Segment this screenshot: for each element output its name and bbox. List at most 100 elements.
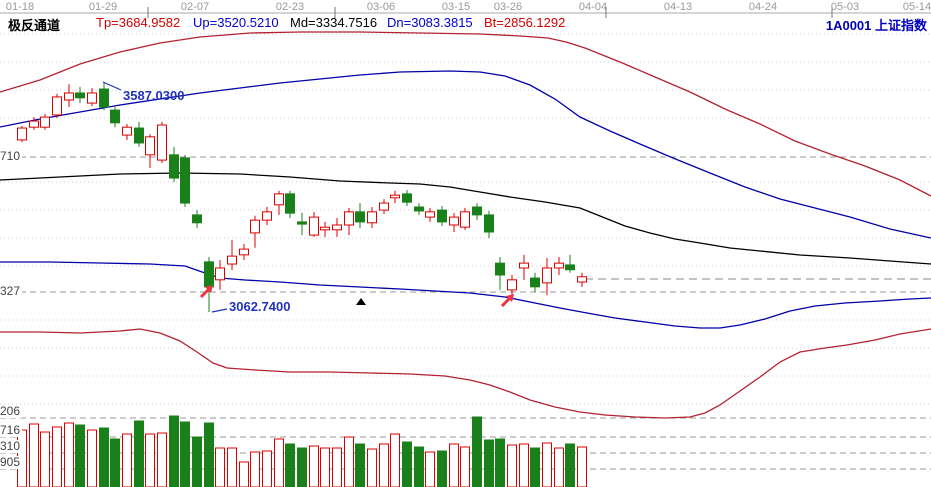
candlestick (110, 109, 120, 124)
top-axis-frame (0, 7, 931, 18)
candlestick (192, 214, 202, 224)
volume-bar (250, 451, 260, 487)
candlestick (64, 92, 74, 101)
candlestick (52, 96, 62, 116)
volume-bar (64, 422, 74, 487)
candlestick (332, 224, 342, 231)
volume-bar (29, 423, 39, 487)
candlestick (425, 211, 435, 218)
candlestick (344, 211, 354, 226)
volume-bar (554, 447, 564, 487)
candlestick (169, 154, 179, 179)
signal-arrow-icon (506, 294, 514, 302)
channel-line-dn (0, 261, 931, 329)
candlestick (204, 261, 214, 288)
candlestick (565, 264, 575, 271)
candlestick (40, 116, 50, 128)
volume-bar (460, 446, 470, 487)
volume-bar (134, 420, 144, 487)
volume-bar (367, 448, 377, 487)
candlestick (507, 279, 517, 291)
candlestick (519, 262, 529, 269)
candlestick (320, 226, 330, 231)
candlesticks-layer (17, 82, 587, 312)
annotation-markers-layer (102, 81, 514, 313)
volume-bar (565, 443, 575, 487)
candlestick (17, 127, 27, 141)
candlestick (239, 248, 249, 256)
volume-bars-layer (17, 415, 587, 487)
annotation-pointer-line (102, 81, 122, 91)
volume-bar (87, 429, 97, 487)
volume-bar (192, 436, 202, 487)
candlestick (262, 211, 272, 221)
volume-bar (495, 438, 505, 487)
volume-bar (99, 427, 109, 487)
volume-bar (40, 431, 50, 487)
volume-bar (262, 450, 272, 487)
candlestick (484, 214, 494, 233)
candlestick (309, 216, 319, 236)
volume-bar (437, 450, 447, 487)
candlestick (285, 193, 295, 214)
candlestick (449, 216, 459, 226)
volume-bar (519, 443, 529, 487)
annotation-pointer-line (211, 308, 228, 313)
volume-bar (402, 441, 412, 487)
candlestick (122, 126, 132, 136)
volume-bar (215, 447, 225, 487)
candlestick (379, 202, 389, 211)
volume-bar (145, 433, 155, 487)
volume-bar (577, 446, 587, 487)
candlestick (390, 194, 400, 199)
candlestick (542, 267, 552, 284)
candlestick (577, 276, 587, 283)
channel-line-md (0, 172, 931, 265)
volume-bar (274, 438, 284, 487)
candlestick (297, 221, 307, 225)
candlestick (554, 262, 564, 269)
volume-bar (484, 439, 494, 487)
channel-line-bt (0, 328, 931, 419)
candlestick (180, 157, 190, 204)
symbol-label: 1A0001 上证指数 (825, 18, 927, 33)
candlestick (87, 92, 97, 104)
candlestick (495, 262, 505, 276)
candlestick (460, 211, 470, 228)
candlestick (134, 127, 144, 144)
volume-bar (52, 426, 62, 487)
volume-bar (75, 424, 85, 487)
candlestick (99, 88, 109, 108)
candlestick (402, 193, 412, 203)
volume-bar (239, 461, 249, 487)
volume-bar (297, 447, 307, 487)
signal-arrow-icon (205, 285, 213, 293)
volume-bar (169, 415, 179, 487)
candlestick (29, 120, 39, 128)
volume-bar (204, 422, 214, 487)
volume-bar (379, 443, 389, 487)
gridlines-layer (0, 33, 931, 470)
volume-bar (180, 421, 190, 487)
marker-triangle-icon (356, 298, 366, 305)
volume-bar (472, 416, 482, 487)
candlestick (145, 136, 155, 156)
candlestick (367, 211, 377, 224)
candlestick (414, 206, 424, 212)
candlestick (472, 206, 482, 216)
volume-bar (507, 444, 517, 487)
volume-bar (110, 438, 120, 487)
candlestick (274, 193, 284, 206)
channel-line-tp (0, 31, 931, 197)
volume-bar (390, 433, 400, 487)
volume-bar (17, 429, 27, 487)
volume-bar (530, 447, 540, 487)
candlestick (355, 211, 365, 223)
volume-bar (449, 443, 459, 487)
volume-bar (227, 447, 237, 487)
volume-bar (355, 443, 365, 487)
volume-bar (332, 447, 342, 487)
candlestick (75, 92, 85, 99)
candlestick (227, 255, 237, 265)
